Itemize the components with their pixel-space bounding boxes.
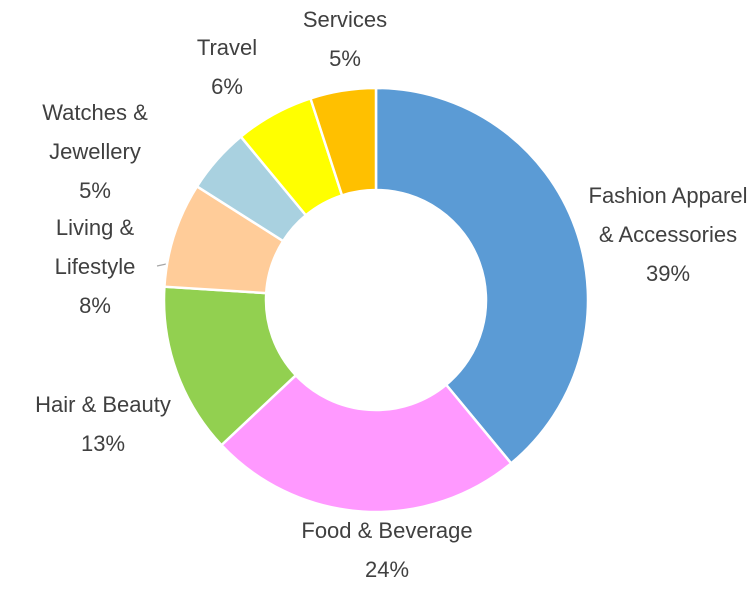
slice-label: Travel 6% [167,28,287,106]
category-label: Fashion Apparel & Accessories [588,183,748,247]
value-label: 8% [79,293,111,318]
slice-label: Food & Beverage 24% [227,511,547,589]
slice-label: Living & Lifestyle 8% [30,208,160,325]
category-label: Living & Lifestyle [54,215,136,279]
value-label: 5% [79,178,111,203]
category-label: Food & Beverage [301,518,473,543]
category-label: Services [302,7,388,32]
category-label: Travel [196,35,258,60]
slice-label: Hair & Beauty 13% [3,385,203,463]
slice-label: Services 5% [275,0,415,78]
donut-slice [219,373,513,514]
slice-label: Watches & Jewellery 5% [20,93,170,210]
donut-slice [308,86,378,197]
value-label: 39% [645,261,691,286]
donut-slice [374,86,590,466]
value-label: 13% [80,431,126,456]
category-label: Watches & Jewellery [42,100,148,164]
value-label: 5% [329,46,361,71]
value-label: 24% [364,557,410,582]
slice-label: Fashion Apparel & Accessories 39% [588,176,748,293]
value-label: 6% [211,74,243,99]
category-label: Hair & Beauty [35,392,171,417]
